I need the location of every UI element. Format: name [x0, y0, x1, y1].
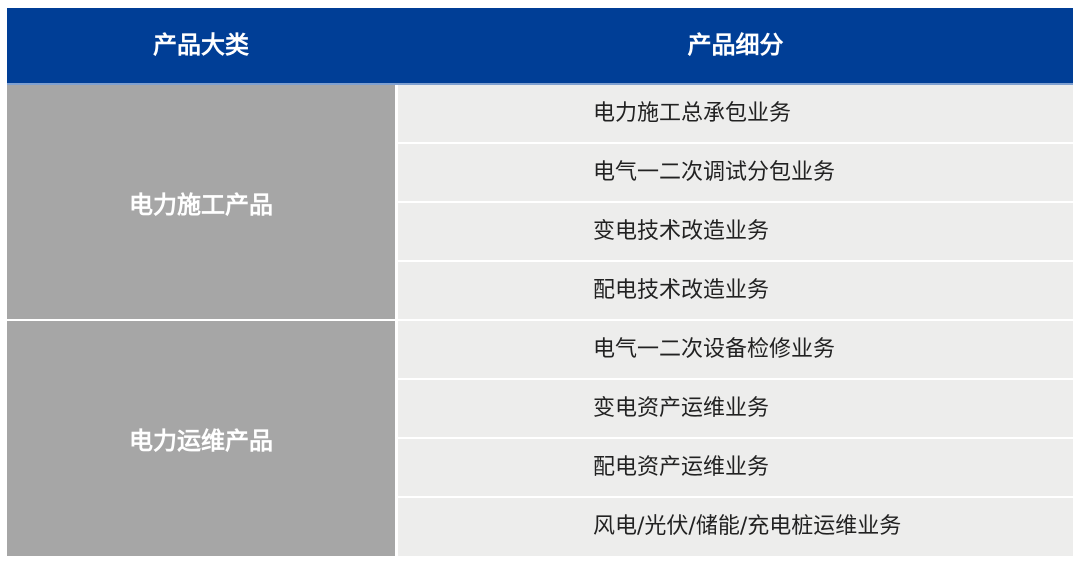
category-cell: 电力运维产品 [7, 321, 395, 556]
table-row: 变电资产运维业务 [398, 380, 1073, 437]
table-row: 风电/光伏/储能/充电桩运维业务 [398, 498, 1073, 556]
header-subcategory: 产品细分 [687, 31, 784, 59]
table-header: 产品大类 产品细分 [7, 8, 1073, 85]
table-row: 电气一二次调试分包业务 [398, 144, 1073, 201]
table-row: 变电技术改造业务 [398, 203, 1073, 260]
table-row: 配电技术改造业务 [398, 262, 1073, 319]
table-row: 电力施工总承包业务 [398, 85, 1073, 142]
table-row: 电气一二次设备检修业务 [398, 321, 1073, 378]
table-row: 配电资产运维业务 [398, 439, 1073, 496]
category-cell: 电力施工产品 [7, 85, 395, 319]
header-category: 产品大类 [153, 31, 249, 59]
